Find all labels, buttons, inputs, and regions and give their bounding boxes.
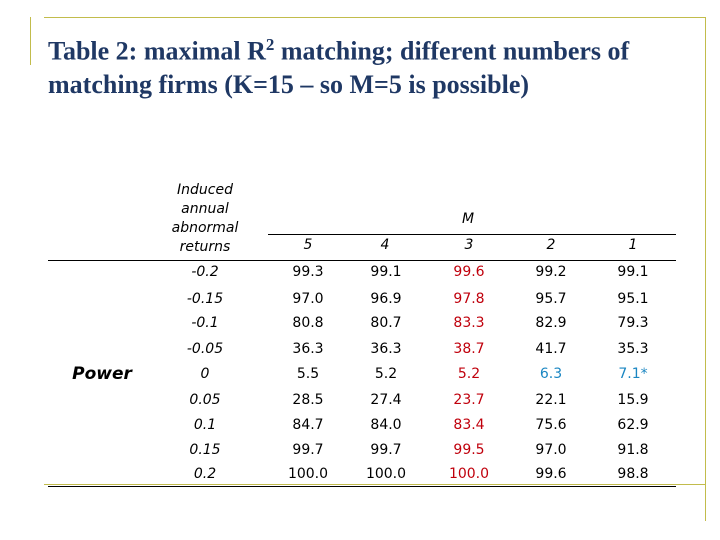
table-cell: 80.7 [370,315,402,331]
row-label: 0.15 [189,442,221,458]
table-cell: 99.1 [370,264,402,280]
table-row: 0.05 28.5 27.4 23.7 22.1 15.9 [0,387,720,413]
column-header: 2 [546,237,556,253]
table-cell: 83.4 [453,417,485,433]
frame-top-line [44,17,706,18]
table-cell: 100.0 [448,466,490,482]
table-cell: 41.7 [535,341,567,357]
table-row: 0.15 99.7 99.7 99.5 97.0 91.8 [0,437,720,463]
column-header: 3 [464,237,474,253]
table-cell: 38.7 [453,341,485,357]
table-cell: 91.8 [617,442,649,458]
row-header-line: abnormal [171,220,239,236]
group-label-m: M [461,211,475,227]
side-label-power: Power [72,364,132,384]
table-cell: 6.3 [539,366,563,382]
table-cell: 5.5 [296,366,320,382]
table-cell: 97.0 [292,291,324,307]
frame-right-line [705,17,706,521]
table-cell: 27.4 [370,392,402,408]
row-header-line: Induced [177,182,233,198]
table-cell: 84.0 [370,417,402,433]
title-line1-pre: Table 2: maximal R [48,36,266,66]
table-cell: 95.7 [535,291,567,307]
table-cell: 23.7 [453,392,485,408]
table-cell: 95.1 [617,291,649,307]
row-label: 0.05 [189,392,221,408]
table-cell: 5.2 [374,366,398,382]
table-row: -0.2 99.3 99.1 99.6 99.2 99.1 [0,259,720,285]
row-label: -0.05 [186,341,224,357]
row-header-label: Induced annual abnormal returns [160,181,250,257]
row-label: 0.1 [193,417,217,433]
table-cell: 35.3 [617,341,649,357]
table-row: -0.1 80.8 80.7 83.3 82.9 79.3 [0,310,720,336]
row-label: -0.15 [186,291,224,307]
table-cell: 99.7 [292,442,324,458]
table-cell: 97.0 [535,442,567,458]
title-line2: matching firms (K=15 – so M=5 is possibl… [48,69,530,99]
table-cell: 84.7 [292,417,324,433]
title-superscript: 2 [265,35,275,54]
row-header-line: returns [179,239,231,255]
slide-title: Table 2: maximal R2 matching; different … [48,28,698,101]
table-cell: 99.3 [292,264,324,280]
row-label: 0.2 [193,466,217,482]
frame-left-line [30,17,31,65]
table-cell: 100.0 [365,466,407,482]
table-cell: 99.1 [617,264,649,280]
row-label: -0.2 [191,264,219,280]
table-cell: 83.3 [453,315,485,331]
table-cell: 75.6 [535,417,567,433]
table-cell: 15.9 [617,392,649,408]
table-cell: 62.9 [617,417,649,433]
table-cell: 82.9 [535,315,567,331]
table-row: 0 5.5 5.2 5.2 6.3 7.1* [0,361,720,387]
table-cell: 99.5 [453,442,485,458]
table-row: -0.05 36.3 36.3 38.7 41.7 35.3 [0,336,720,362]
table-cell: 28.5 [292,392,324,408]
table-row: -0.15 97.0 96.9 97.8 95.7 95.1 [0,286,720,312]
table-cell: 7.1* [618,366,648,382]
column-header: 5 [303,237,313,253]
table-cell: 99.7 [370,442,402,458]
row-label: -0.1 [191,315,219,331]
table-cell: 96.9 [370,291,402,307]
row-header-line: annual [181,201,229,217]
table-cell: 99.6 [453,264,485,280]
table-cell: 100.0 [287,466,329,482]
table-cell: 79.3 [617,315,649,331]
frame-bottom-line [44,484,706,485]
table-row: 0.1 84.7 84.0 83.4 75.6 62.9 [0,412,720,438]
table-cell: 22.1 [535,392,567,408]
table-cell: 36.3 [292,341,324,357]
table-rule-top [48,260,676,261]
table-cell: 98.8 [617,466,649,482]
header-rule [268,234,676,235]
table-cell: 97.8 [453,291,485,307]
table-cell: 99.2 [535,264,567,280]
table-cell: 80.8 [292,315,324,331]
column-header: 4 [380,237,390,253]
column-header: 1 [628,237,638,253]
table-cell: 5.2 [457,366,481,382]
table-cell: 99.6 [535,466,567,482]
table-rule-bottom [48,486,676,487]
table-row: 0.2 100.0 100.0 100.0 99.6 98.8 [0,461,720,487]
table-cell: 36.3 [370,341,402,357]
title-line1-post: matching; different numbers of [274,36,630,66]
row-label: 0 [200,366,210,382]
